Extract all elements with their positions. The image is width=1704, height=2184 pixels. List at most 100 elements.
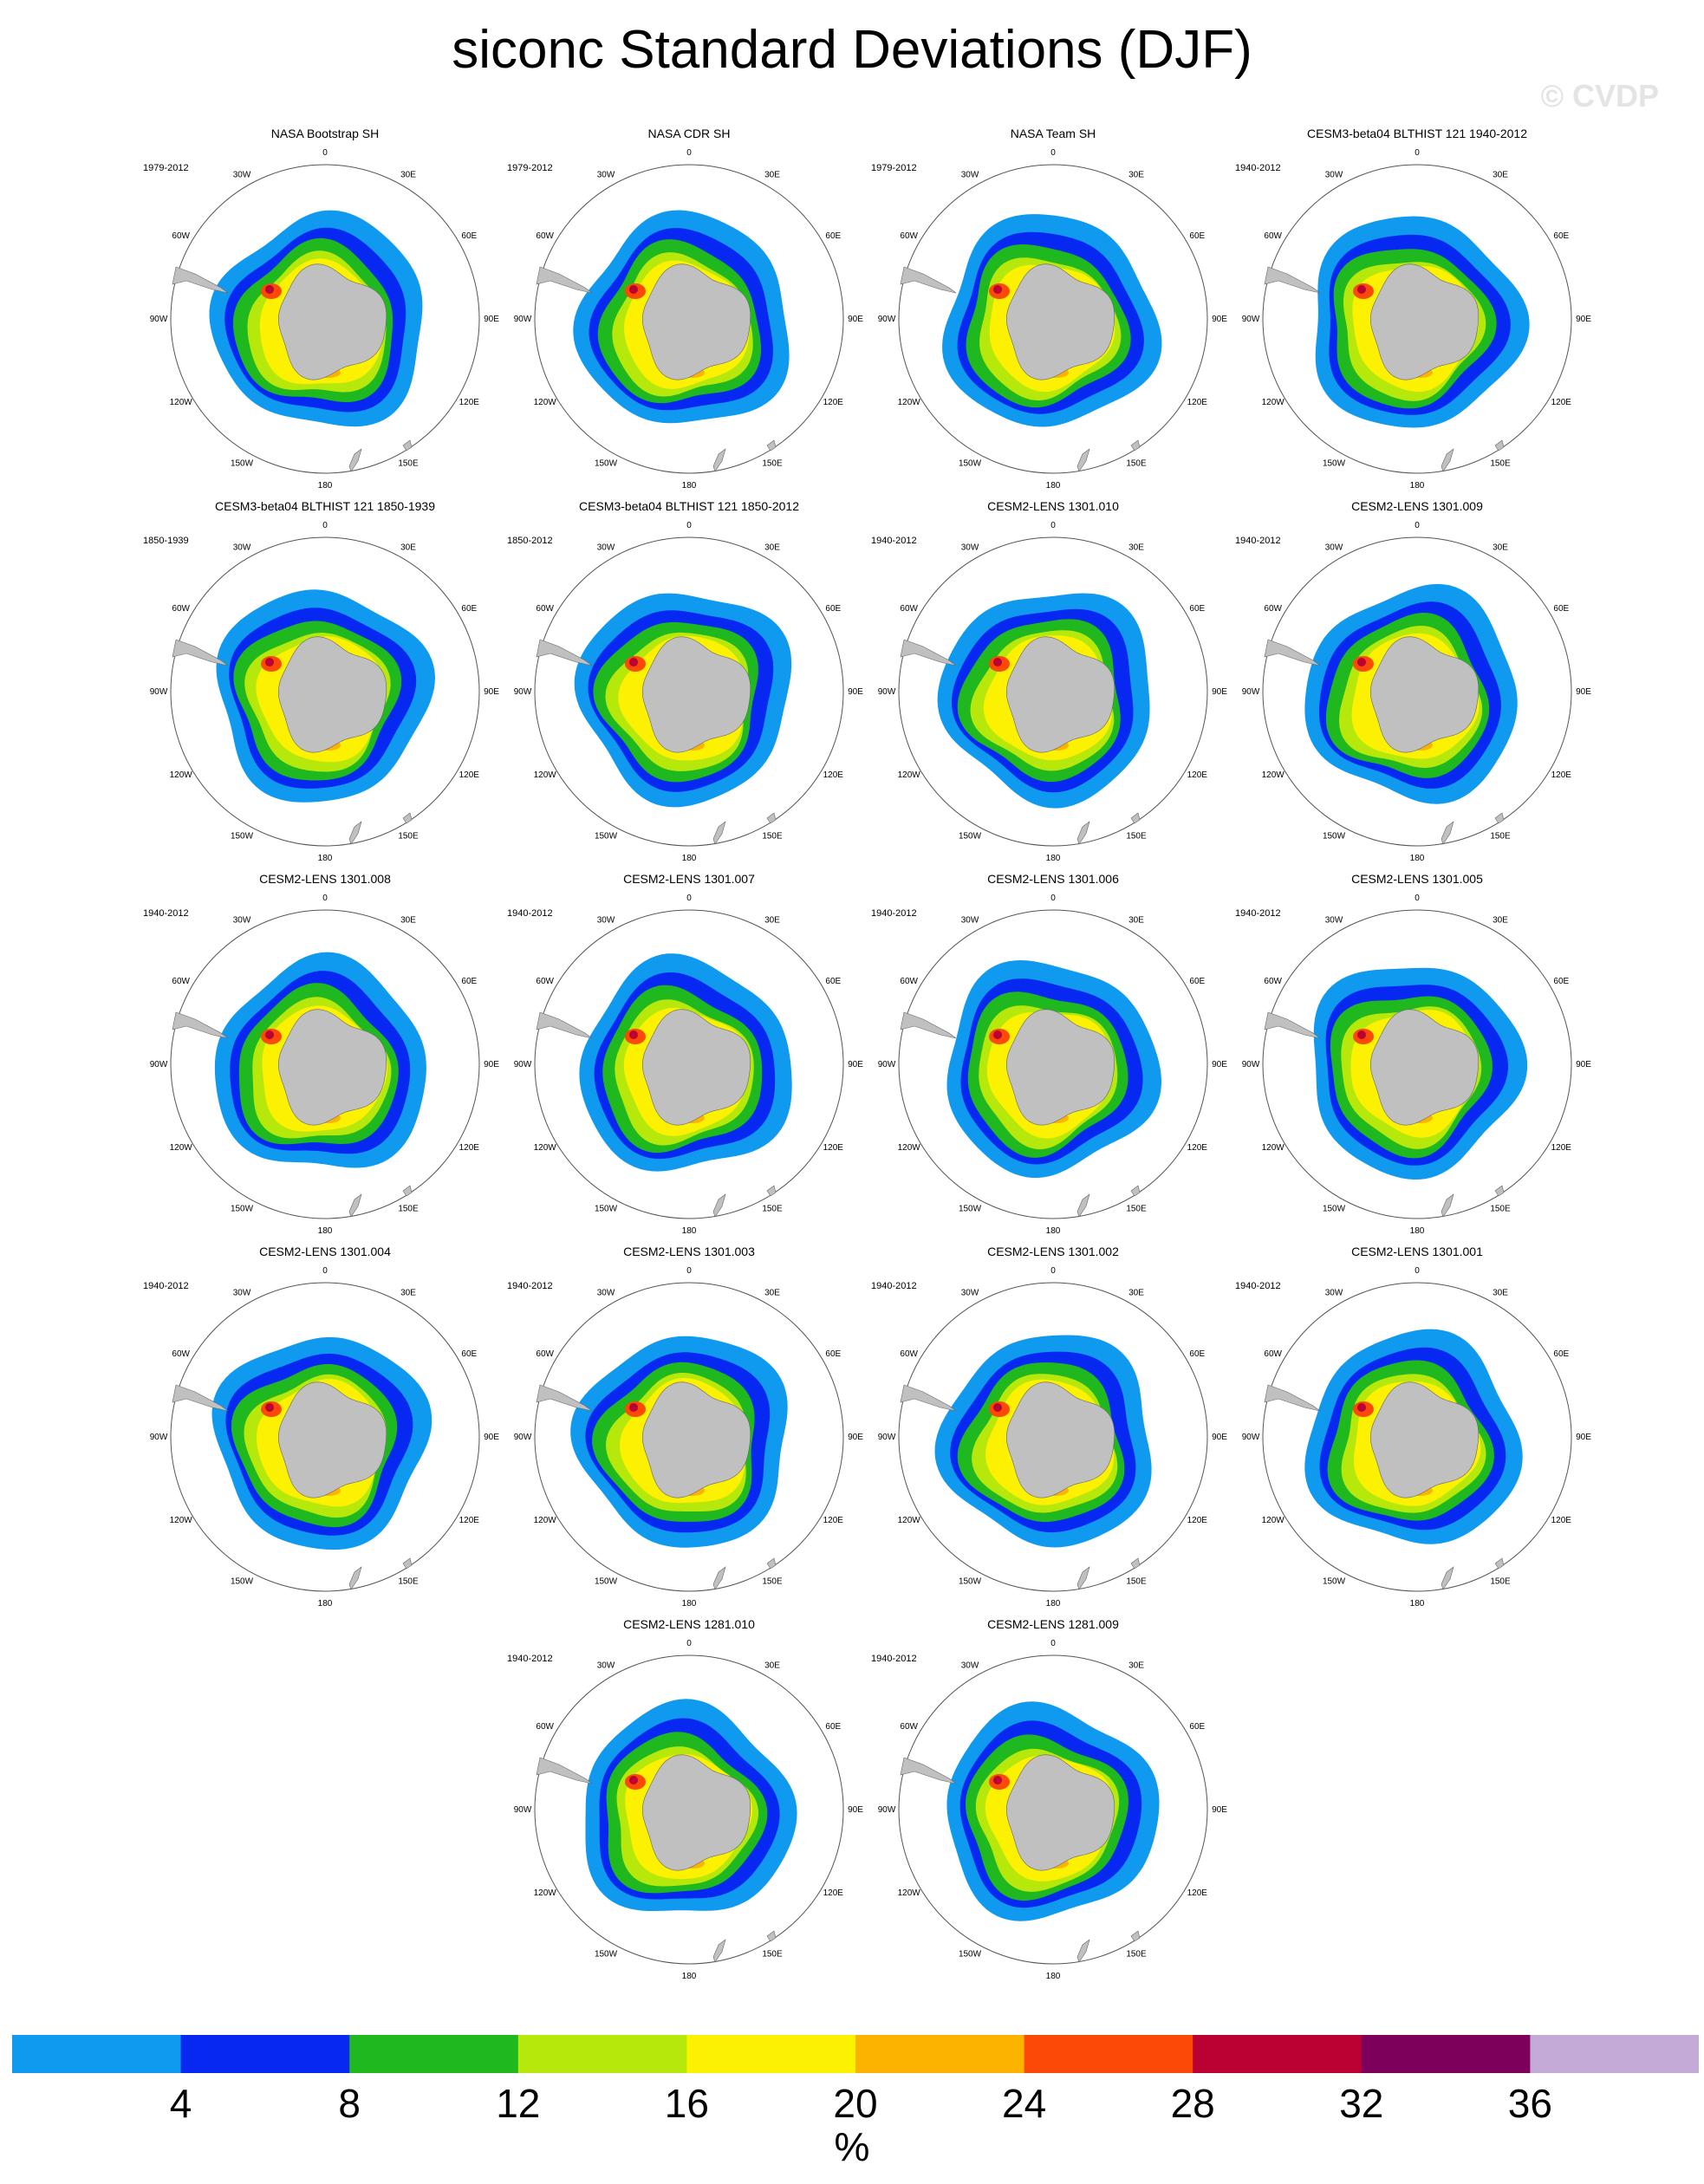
antarctica-landmass [641, 263, 751, 380]
longitude-label: 30E [764, 543, 780, 553]
longitude-label: 30W [961, 916, 979, 926]
longitude-label: 60W [900, 1349, 918, 1359]
colorbar-segment [1361, 2035, 1531, 2073]
longitude-label: 90E [1212, 1805, 1227, 1815]
longitude-label: 0 [1050, 521, 1056, 530]
polar-map: 0 30E 60E 90E 120E 150E 180 150W 120W 90W 60W 30W [514, 1266, 864, 1609]
longitude-label: 150E [398, 1576, 419, 1586]
hotspot-weddell-core [629, 658, 638, 666]
hotspot-weddell-core [1357, 658, 1366, 666]
longitude-label: 120E [823, 770, 844, 780]
hotspot-weddell-core [629, 1403, 638, 1412]
longitude-label: 0 [1050, 148, 1056, 158]
south-america-landmass [1264, 1011, 1321, 1039]
longitude-label: 30W [597, 1661, 615, 1671]
longitude-label: 150E [762, 831, 783, 841]
longitude-label: 150E [1490, 458, 1511, 468]
colorbar-tick-label: 12 [496, 2081, 541, 2126]
longitude-label: 120E [459, 1516, 480, 1525]
longitude-label: 90E [484, 315, 499, 324]
longitude-label: 180 [1410, 481, 1425, 491]
panel-years: 1940-2012 [507, 1654, 553, 1664]
longitude-label: 60E [461, 231, 477, 241]
south-america-landmass [900, 1384, 957, 1412]
south-america-landmass [900, 1757, 957, 1784]
longitude-label: 60W [172, 977, 190, 986]
polar-map: 0 30E 60E 90E 120E 150E 180 150W 120W 90W 60W 30W [1242, 1266, 1592, 1609]
longitude-label: 60W [1264, 231, 1282, 241]
map-panel: CESM3-beta04 BLTHIST 121 1850-2012 1850-2… [507, 499, 871, 867]
longitude-label: 90W [878, 1433, 896, 1442]
tasmania-landmass [402, 1557, 413, 1570]
longitude-label: 60W [172, 231, 190, 241]
longitude-label: 180 [1046, 854, 1061, 863]
longitude-label: 60E [1189, 231, 1205, 241]
longitude-label: 90E [1212, 687, 1227, 697]
longitude-label: 60E [1553, 1349, 1569, 1359]
colorbar-tick-label: 28 [1170, 2081, 1215, 2126]
longitude-label: 60E [825, 604, 841, 614]
longitude-label: 60W [900, 231, 918, 241]
longitude-label: 30W [961, 171, 979, 180]
longitude-label: 0 [322, 894, 328, 903]
panel-years: 1850-2012 [507, 536, 553, 546]
longitude-label: 120E [1551, 398, 1572, 407]
longitude-label: 90W [514, 1060, 532, 1069]
new-zealand-landmass [348, 448, 362, 472]
colorbar-segment [686, 2035, 856, 2073]
hotspot-weddell-core [265, 1030, 274, 1039]
longitude-label: 30E [1128, 1661, 1144, 1671]
tasmania-landmass [1130, 1557, 1141, 1570]
longitude-label: 30W [1325, 1289, 1343, 1298]
longitude-label: 30E [1493, 171, 1508, 180]
longitude-label: 30W [597, 543, 615, 553]
longitude-label: 90E [1212, 315, 1227, 324]
longitude-label: 180 [1410, 1226, 1425, 1236]
polar-map: 0 30E 60E 90E 120E 150E 180 150W 120W 90W 60W 30W [878, 521, 1228, 863]
polar-map: 0 30E 60E 90E 120E 150E 180 150W 120W 90W 60W 30W [514, 1639, 864, 1981]
hotspot-weddell-core [993, 658, 1002, 666]
longitude-label: 60W [1264, 604, 1282, 614]
hotspot-weddell-core [993, 285, 1002, 294]
south-america-landmass [172, 266, 229, 294]
map-panel: CESM2-LENS 1301.007 1940-2012 0 30E 60E 90E 12… [507, 872, 871, 1239]
map-panel: CESM2-LENS 1301.003 1940-2012 0 30E 60E 90E 12… [507, 1245, 871, 1612]
longitude-label: 0 [322, 521, 328, 530]
longitude-label: 150E [762, 458, 783, 468]
new-zealand-landmass [712, 448, 726, 472]
longitude-label: 90E [848, 1805, 863, 1815]
hotspot-weddell-core [265, 285, 274, 294]
longitude-label: 120W [534, 1143, 557, 1153]
longitude-label: 180 [318, 854, 333, 863]
tasmania-landmass [766, 439, 777, 452]
longitude-label: 90E [484, 687, 499, 697]
tasmania-landmass [402, 1185, 413, 1197]
longitude-label: 30E [1128, 1289, 1144, 1298]
map-panel: CESM2-LENS 1301.006 1940-2012 0 30E 60E 90E 12… [871, 872, 1235, 1239]
longitude-label: 90W [514, 1805, 532, 1815]
longitude-label: 120E [1551, 770, 1572, 780]
map-panel: CESM2-LENS 1301.002 1940-2012 0 30E 60E 90E 12… [871, 1245, 1235, 1612]
colorbar-segment [180, 2035, 350, 2073]
colorbar-tick-label: 32 [1339, 2081, 1384, 2126]
longitude-label: 180 [318, 481, 333, 491]
colorbar-tick-label: 24 [1002, 2081, 1047, 2126]
longitude-label: 150E [762, 1204, 783, 1213]
longitude-label: 90E [1576, 687, 1591, 697]
longitude-label: 60E [461, 977, 477, 986]
longitude-label: 180 [682, 1972, 697, 1981]
new-zealand-landmass [712, 1566, 726, 1590]
colorbar-tick-label: 20 [833, 2081, 878, 2126]
antarctica-landmass [1005, 1381, 1115, 1498]
panel-years: 1940-2012 [871, 1654, 917, 1664]
longitude-label: 30E [400, 543, 416, 553]
map-panel: CESM2-LENS 1281.009 1940-2012 0 30E 60E 90E 12… [871, 1617, 1235, 1985]
hotspot-weddell-core [629, 285, 638, 294]
longitude-label: 180 [1046, 481, 1061, 491]
tasmania-landmass [766, 1557, 777, 1570]
tasmania-landmass [1494, 812, 1505, 824]
new-zealand-landmass [348, 1566, 362, 1590]
panel-years: 1940-2012 [1235, 163, 1281, 173]
longitude-label: 30W [1325, 543, 1343, 553]
longitude-label: 90W [1242, 1433, 1260, 1442]
